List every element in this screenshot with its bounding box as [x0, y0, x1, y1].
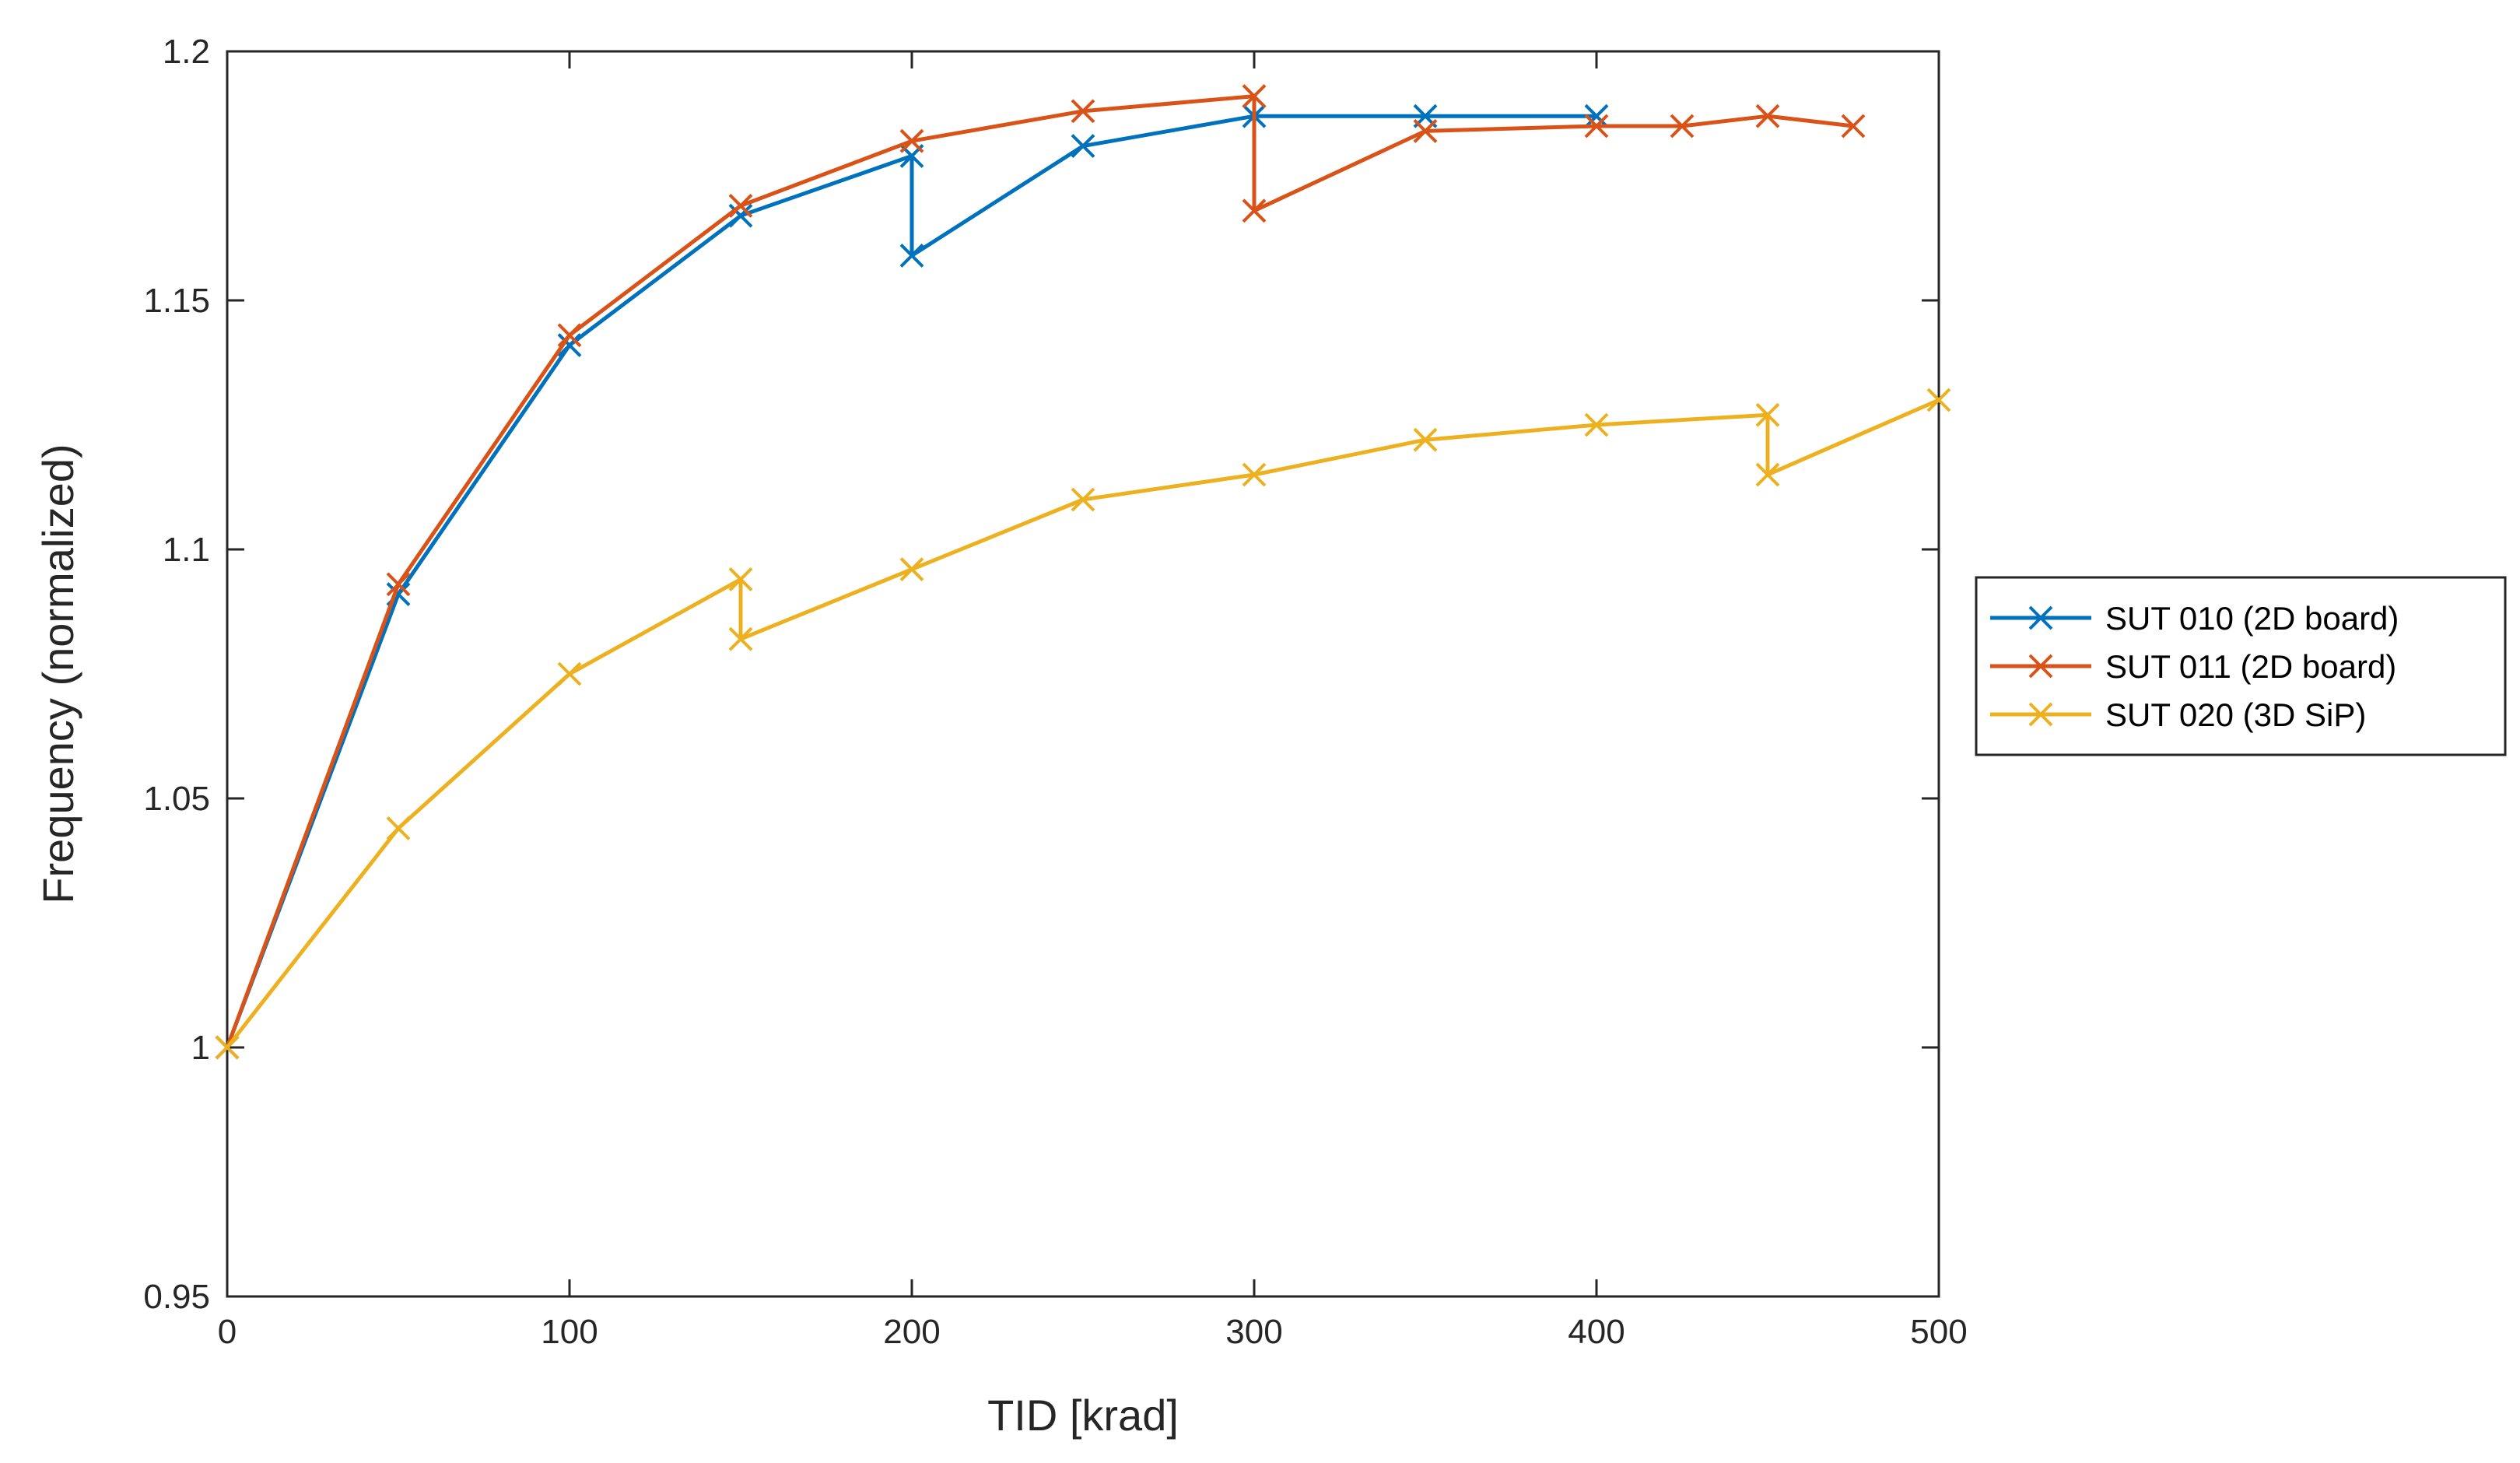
y-tick-label: 1.05 [143, 780, 210, 818]
series-3 [215, 388, 1951, 1060]
data-point-marker [1755, 103, 1780, 128]
y-tick-label: 1.2 [163, 33, 210, 71]
data-point-marker [557, 661, 582, 686]
legend-item: SUT 010 (2D board) [1990, 600, 2399, 637]
data-point-marker [557, 333, 582, 358]
x-tick-label: 400 [1568, 1313, 1625, 1351]
axis-ticks: 0 100 200 300 400 500 0.95 1 1.05 1.1 1.15 1.2 [143, 33, 1967, 1351]
data-point-marker [1242, 84, 1267, 109]
data-point-marker [557, 323, 582, 348]
data-point-marker [1071, 99, 1095, 124]
data-point-marker [386, 572, 411, 597]
series-group [215, 84, 1951, 1060]
data-point-marker [899, 128, 924, 153]
data-point-marker [899, 243, 924, 268]
y-tick-label: 1.15 [143, 282, 210, 320]
x-tick-label: 100 [541, 1313, 598, 1351]
data-point-marker [386, 816, 411, 840]
data-point-marker [1071, 487, 1095, 512]
x-tick-label: 500 [1910, 1313, 1967, 1351]
plot-area [226, 50, 1940, 1298]
data-point-marker [1755, 402, 1780, 427]
data-point-marker [1584, 412, 1609, 437]
data-point-marker [1413, 118, 1438, 143]
x-axis-title: TID [krad] [987, 1391, 1179, 1440]
data-point-marker [1413, 427, 1438, 452]
legend-swatch-marker [2028, 654, 2053, 679]
y-tick-label: 1 [191, 1029, 210, 1067]
data-point-marker [1242, 198, 1267, 223]
data-point-marker [1670, 114, 1695, 139]
legend-item: SUT 011 (2D board) [1990, 648, 2396, 685]
y-tick-label: 0.95 [143, 1278, 210, 1316]
legend: SUT 010 (2D board) SUT 011 (2D board) SUT … [1975, 576, 2507, 756]
data-point-marker [215, 1035, 240, 1060]
data-point-marker [1584, 103, 1609, 128]
data-point-marker [1584, 114, 1609, 139]
x-tick-label: 300 [1225, 1313, 1282, 1351]
x-tick-label: 200 [883, 1313, 940, 1351]
data-point-marker [728, 193, 753, 218]
legend-label: SUT 010 (2D board) [2105, 600, 2399, 637]
x-tick-label: 0 [218, 1313, 237, 1351]
legend-item: SUT 020 (3D SiP) [1990, 696, 2366, 733]
data-point-marker [1926, 388, 1951, 412]
legend-swatch-marker [2028, 605, 2053, 630]
legend-label: SUT 011 (2D board) [2105, 648, 2396, 685]
data-point-marker [1242, 462, 1267, 487]
series-line [225, 114, 1596, 1048]
data-point-marker [728, 626, 753, 651]
data-point-marker [899, 557, 924, 582]
data-point-marker [1071, 134, 1095, 159]
data-point-marker [728, 203, 753, 228]
legend-swatch-marker [2028, 702, 2053, 727]
data-point-marker [1755, 462, 1780, 487]
data-point-marker [1841, 114, 1866, 139]
y-tick-label: 1.1 [163, 531, 210, 569]
y-axis-title: Frequency (normalized) [33, 444, 82, 903]
legend-label: SUT 020 (3D SiP) [2105, 696, 2366, 733]
data-point-marker [728, 567, 753, 591]
